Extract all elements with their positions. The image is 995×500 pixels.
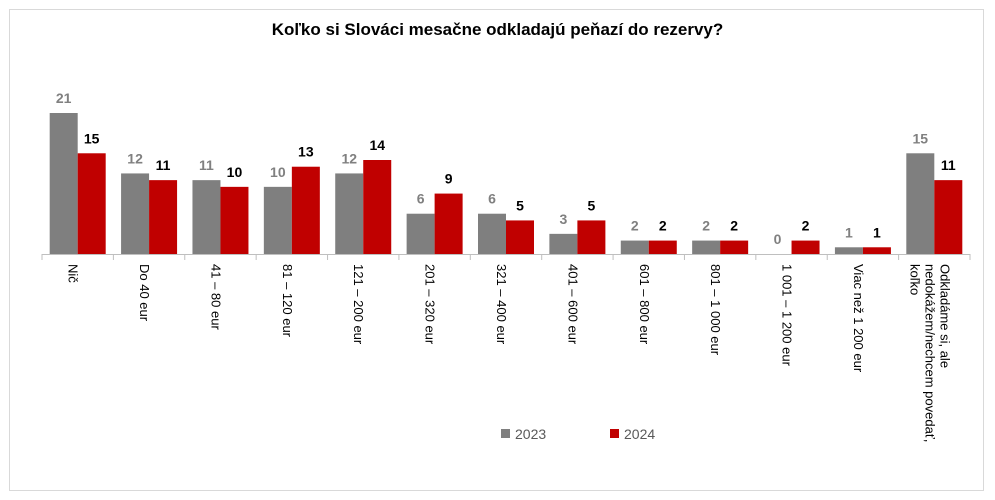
category-label-2: 41 – 80 eur	[208, 264, 223, 330]
value-label-2024-1: 11	[156, 157, 171, 173]
category-label-10: 1 001 – 1 200 eur	[780, 264, 795, 367]
x-axis: Nič Do 40 eur 41 – 80 eur 81 – 120 eur 121 –…	[41, 254, 971, 442]
bar-2024-2	[220, 186, 249, 254]
value-label-2024-11: 1	[873, 224, 881, 240]
value-label-2023-1: 12	[127, 150, 143, 166]
bar-2024-12	[934, 180, 963, 254]
category-label-1: Do 40 eur	[137, 264, 152, 322]
value-label-2023-2: 11	[199, 157, 214, 173]
value-label-2024-7: 5	[587, 197, 595, 213]
value-label-2024-2: 10	[227, 164, 243, 180]
value-label-2024-0: 15	[84, 130, 100, 146]
bar-2024-1	[149, 180, 178, 254]
legend-swatch-2024	[610, 429, 619, 438]
legend: 2023 2024	[501, 426, 655, 442]
bar-2024-3	[291, 166, 320, 254]
legend-swatch-2023	[501, 429, 510, 438]
bar-2023-2	[192, 180, 221, 254]
bar-2024-0	[77, 153, 106, 254]
legend-label-2023: 2023	[515, 426, 546, 442]
value-label-2023-7: 3	[559, 211, 567, 227]
bar-2024-5	[434, 193, 463, 254]
value-label-2024-9: 2	[730, 218, 738, 234]
value-label-2024-12: 11	[941, 157, 956, 173]
value-label-2024-6: 5	[516, 197, 524, 213]
bar-2024-11	[862, 247, 891, 254]
bar-2023-9	[692, 240, 721, 254]
bar-2023-1	[121, 173, 150, 254]
value-label-2023-10: 0	[774, 231, 782, 247]
category-label-7: 401 – 600 eur	[565, 264, 580, 345]
value-label-2023-8: 2	[631, 218, 639, 234]
bar-2024-9	[720, 240, 749, 254]
bar-2023-6	[478, 213, 506, 254]
value-label-2024-3: 13	[298, 144, 314, 160]
bars-group	[49, 113, 963, 254]
value-label-2023-3: 10	[270, 164, 286, 180]
legend-label-2024: 2024	[624, 426, 655, 442]
category-label-5: 201 – 320 eur	[423, 264, 438, 345]
value-label-2023-9: 2	[702, 218, 710, 234]
bar-2024-10	[791, 240, 820, 254]
value-label-2024-5: 9	[445, 171, 453, 187]
value-label-2024-4: 14	[369, 137, 385, 153]
category-label-3: 81 – 120 eur	[280, 264, 295, 338]
bar-2023-8	[620, 240, 649, 254]
bar-2024-4	[363, 160, 392, 254]
value-label-2024-10: 2	[802, 218, 810, 234]
bar-2023-7	[549, 233, 578, 254]
bar-2024-6	[506, 220, 534, 254]
bar-2023-11	[834, 247, 863, 254]
value-label-2023-4: 12	[341, 150, 357, 166]
category-label-6: 321 – 400 eur	[494, 264, 509, 345]
category-label-8: 601 – 800 eur	[637, 264, 652, 345]
value-label-2023-6: 6	[488, 191, 496, 207]
bar-2023-0	[49, 113, 78, 254]
bar-2023-3	[263, 186, 292, 254]
category-label-0: Nič	[66, 264, 81, 283]
value-label-2023-0: 21	[56, 90, 72, 106]
value-label-2024-8: 2	[659, 218, 667, 234]
bar-2023-12	[906, 153, 935, 254]
bar-2023-4	[335, 173, 364, 254]
category-label-11: Viac než 1 200 eur	[851, 264, 866, 373]
category-label-12: Odkladáme si, alenedokážem/nechcem poved…	[907, 264, 952, 442]
value-label-2023-12: 15	[913, 130, 929, 146]
bar-2024-7	[577, 220, 606, 254]
value-label-2023-11: 1	[845, 224, 853, 240]
bar-2023-5	[406, 213, 435, 254]
bar-2024-8	[648, 240, 677, 254]
chart-title: Koľko si Slováci mesačne odkladajú peňaz…	[271, 20, 724, 39]
category-label-4: 121 – 200 eur	[351, 264, 366, 345]
value-label-2023-5: 6	[417, 191, 425, 207]
category-label-9: 801 – 1 000 eur	[708, 264, 723, 356]
